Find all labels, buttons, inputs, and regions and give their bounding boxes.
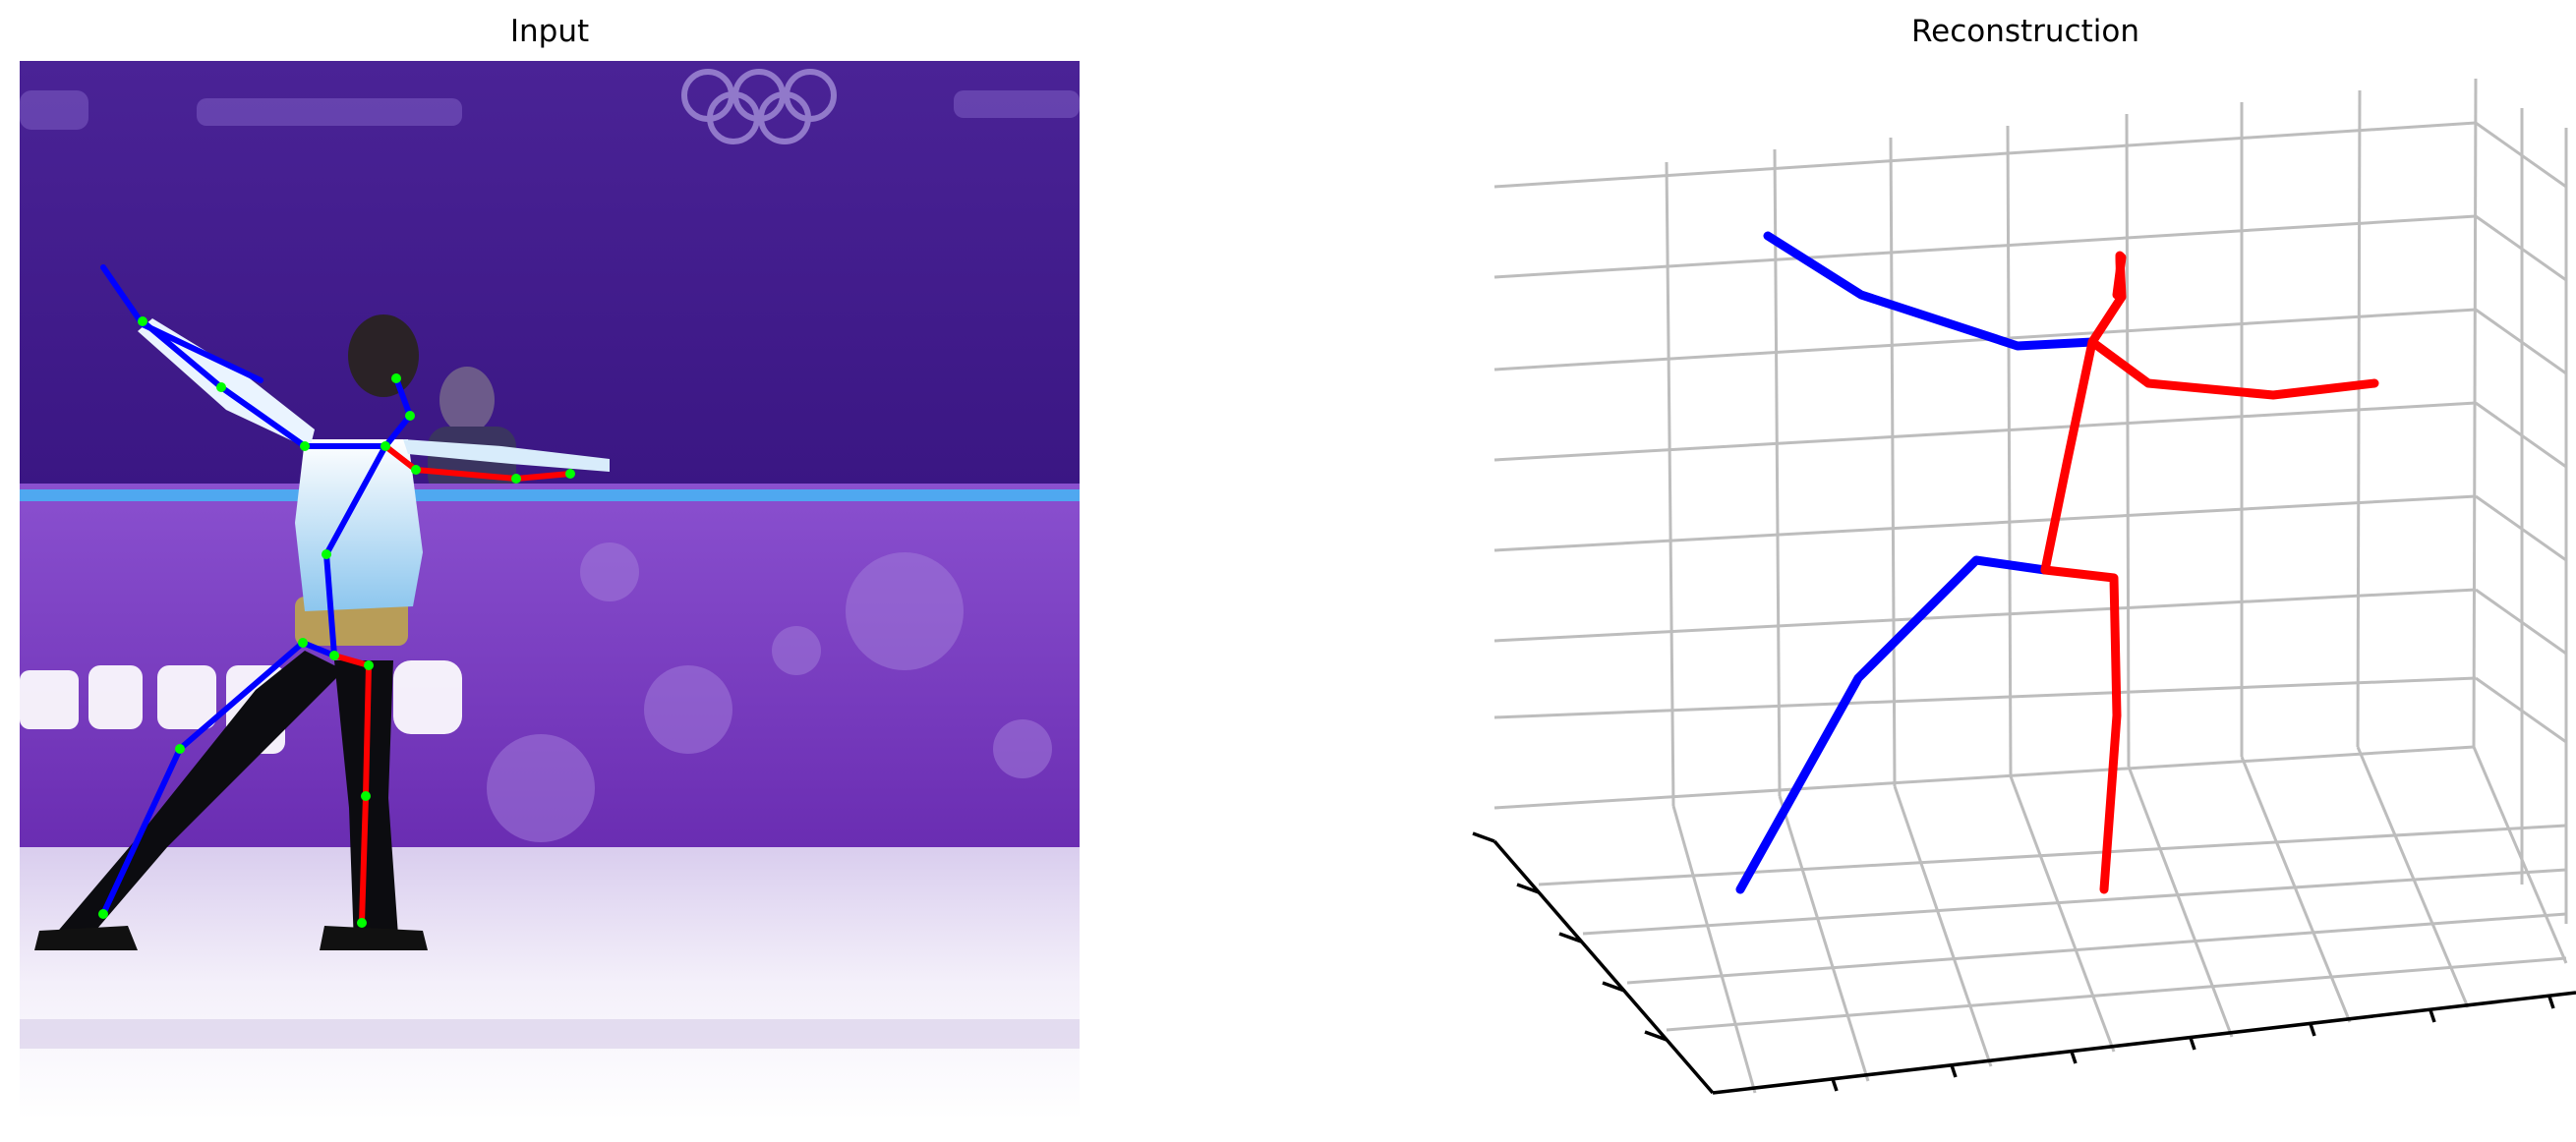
skeleton-3d-left-leg xyxy=(1735,555,2050,894)
skeleton-joints xyxy=(98,316,575,928)
axes xyxy=(1472,831,2576,1095)
skeleton-3d-spine xyxy=(2040,292,2127,575)
reconstruction-panel-title: Reconstruction xyxy=(1910,14,2139,49)
width-axis-ticks xyxy=(1831,996,2555,1092)
wall-banner-edge xyxy=(20,90,88,130)
right-leg-bone xyxy=(331,653,372,926)
depth-axis xyxy=(1493,839,1715,1095)
depth-axis-ticks xyxy=(1472,831,1668,1042)
width-axis xyxy=(1712,991,2576,1095)
spectator-head xyxy=(439,367,495,433)
skeleton-3d-neck xyxy=(2115,253,2126,302)
wall-banner-right xyxy=(954,90,1080,118)
ice-reflection-1 xyxy=(20,1019,1080,1049)
snowflake-decorations xyxy=(487,542,1052,842)
skeleton-2d xyxy=(98,264,575,928)
left-arm-bone-2 xyxy=(140,318,388,449)
skeleton-3d xyxy=(1735,231,2379,894)
wall-banner-left xyxy=(197,98,462,126)
reconstruction-3d-plot xyxy=(1472,79,2576,1095)
arena-wall xyxy=(20,61,1080,493)
input-image xyxy=(20,61,1080,1120)
skeleton-3d-right-leg xyxy=(2040,565,2122,894)
reconstruction-panel xyxy=(1455,79,2576,1142)
skeleton-3d-left-arm xyxy=(1763,231,2097,351)
olympic-rings-logo xyxy=(681,69,837,144)
grid-lines xyxy=(1493,79,2568,1094)
rink-board-rail xyxy=(20,489,1080,501)
skeleton-3d-right-arm xyxy=(2087,337,2379,400)
input-image-panel xyxy=(20,61,1080,1120)
ice-surface xyxy=(20,847,1080,1120)
input-panel-title: Input xyxy=(509,14,590,49)
right-arm-bone xyxy=(382,443,573,482)
left-leg-bone xyxy=(100,640,337,917)
